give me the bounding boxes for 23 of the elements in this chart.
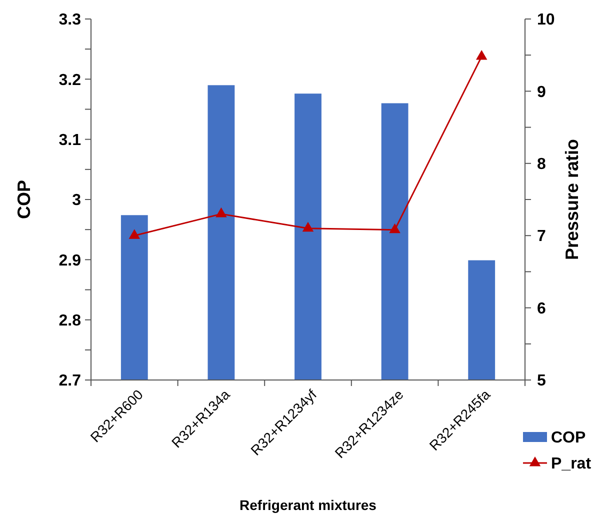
x-axis-title: Refrigerant mixtures	[240, 497, 377, 513]
y-tick-label: 3.3	[58, 12, 82, 29]
y2-tick-label: 5	[537, 372, 546, 390]
legend-label: P_rat	[551, 456, 592, 473]
y-tick-label: 3.2	[58, 72, 82, 89]
y-tick-label: 2.8	[58, 312, 82, 330]
y-tick-label: 3	[72, 192, 82, 210]
y-tick-label: 2.9	[58, 252, 82, 270]
y2-tick-label: 7	[537, 228, 546, 246]
y2-tick-label: 6	[537, 300, 546, 318]
point	[476, 50, 488, 60]
point	[389, 223, 400, 234]
y2-tick-label: 9	[537, 84, 546, 101]
point	[128, 229, 140, 239]
y2-tick-label: 10	[537, 12, 555, 29]
y-tick-label: 2.7	[58, 372, 82, 390]
y-tick-label: 3.1	[58, 132, 82, 149]
y2-axis-title: Pressure ratio	[562, 138, 582, 260]
point	[216, 207, 227, 218]
y2-tick-label: 8	[537, 156, 546, 173]
point	[302, 222, 314, 232]
legend-label: COP	[551, 430, 586, 447]
y-axis-title: COP	[14, 180, 34, 220]
